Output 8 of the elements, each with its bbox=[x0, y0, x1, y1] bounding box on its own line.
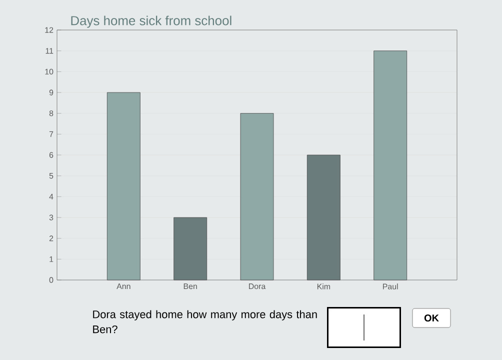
bar bbox=[240, 113, 274, 280]
chart-title: Days home sick from school bbox=[71, 16, 232, 28]
bar bbox=[374, 50, 408, 280]
text: OK bbox=[424, 314, 439, 322]
bar bbox=[106, 92, 140, 280]
bar bbox=[174, 217, 208, 280]
text: Dora stayed home how many more days than Ben? bbox=[93, 310, 317, 334]
bar bbox=[306, 154, 340, 280]
